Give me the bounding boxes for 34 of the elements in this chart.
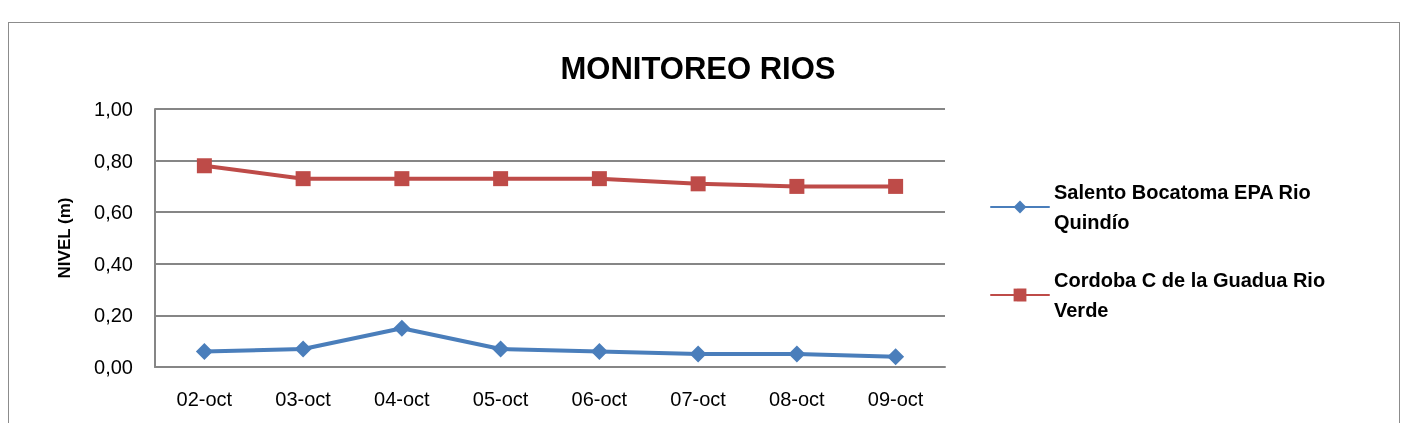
y-tick-label: 1,00 xyxy=(94,98,133,120)
y-tick-label: 0,40 xyxy=(94,252,133,275)
chart-title: MONITOREO RIOS xyxy=(560,51,836,86)
x-tick-label: 08-oct xyxy=(769,388,826,410)
point xyxy=(789,178,805,194)
y-tick-label: 0,80 xyxy=(94,149,133,172)
point xyxy=(788,345,806,363)
point xyxy=(591,171,607,187)
legend-label: Cordoba C de la Guadua Rio Verde xyxy=(1054,269,1331,321)
point xyxy=(690,176,706,192)
point xyxy=(295,171,311,187)
point xyxy=(394,171,410,187)
x-tick-label: 09-oct xyxy=(867,388,924,410)
point xyxy=(493,171,509,187)
legend-label: Salento Bocatoma EPA Rio Quindío xyxy=(1054,181,1317,233)
point xyxy=(887,348,905,366)
y-tick-label: 0,20 xyxy=(94,304,133,327)
x-tick-label: 07-oct xyxy=(670,388,727,410)
x-tick-label: 06-oct xyxy=(571,388,628,410)
x-tick-label: 02-oct xyxy=(176,388,233,410)
y-axis-title: NIVEL (m) xyxy=(55,197,74,279)
point xyxy=(689,345,707,363)
x-tick-label: 04-oct xyxy=(374,388,431,410)
y-tick-label: 0,60 xyxy=(94,201,133,224)
point xyxy=(492,340,510,358)
x-tick-label: 05-oct xyxy=(472,388,529,410)
point xyxy=(195,343,213,361)
point xyxy=(888,178,904,194)
point xyxy=(393,319,411,337)
point xyxy=(196,158,212,174)
point xyxy=(294,340,312,358)
x-tick-label: 03-oct xyxy=(275,388,332,410)
y-tick-label: 0,00 xyxy=(94,356,133,378)
point xyxy=(590,343,608,361)
